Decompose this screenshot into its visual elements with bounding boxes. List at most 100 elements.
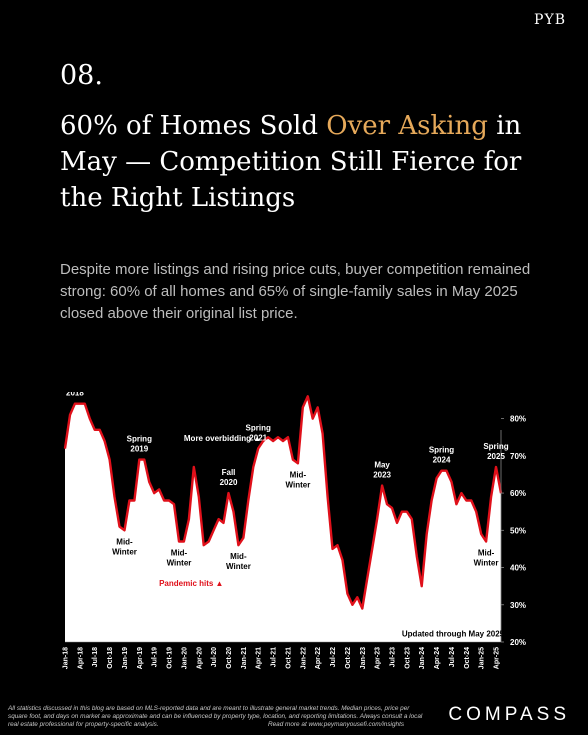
data-point <box>198 496 200 498</box>
data-point <box>460 492 462 494</box>
data-point <box>351 604 353 606</box>
x-tick-label: Oct-23 <box>404 647 411 669</box>
title-highlight-asking: Asking <box>398 111 488 141</box>
data-point <box>213 529 215 531</box>
data-point <box>436 477 438 479</box>
x-tick-label: Jan-19 <box>122 647 129 669</box>
annotation-label: Spring2018 <box>62 392 87 398</box>
read-more-link[interactable]: Read more at www.peymanyousefi.com/insig… <box>268 721 405 728</box>
data-point <box>416 555 418 557</box>
annotation-label: Mid-Winter <box>112 537 137 556</box>
x-tick-label: Apr-20 <box>196 647 203 669</box>
x-tick-label: Oct-18 <box>107 647 114 669</box>
x-tick-label: Jan-24 <box>419 647 426 669</box>
data-point <box>267 436 269 438</box>
y-tick-label: 60% <box>510 489 526 498</box>
intro-paragraph: Despite more listings and rising price c… <box>60 261 531 322</box>
x-tick-label: Apr-23 <box>375 647 382 669</box>
data-point <box>74 403 76 405</box>
data-point <box>128 499 130 502</box>
annotation-label: Fall 2020 <box>220 468 238 487</box>
data-point <box>118 526 121 528</box>
annotation-label: Spring 2021 <box>246 423 271 442</box>
x-tick-label: Oct-22 <box>345 647 352 669</box>
data-point <box>208 540 210 543</box>
data-point <box>302 406 304 408</box>
page-title: 60% of Homes Sold Over Asking in May — C… <box>60 108 560 216</box>
data-point <box>376 518 378 520</box>
data-point <box>401 511 403 513</box>
data-point <box>252 466 254 468</box>
data-point <box>173 503 175 505</box>
x-tick-label: Jul-20 <box>211 647 218 667</box>
data-point <box>89 418 91 420</box>
title-part3: in May — Competition Still Fierce for th… <box>60 111 522 213</box>
data-point <box>218 518 220 520</box>
annotation-label: Mid-Winter <box>474 549 499 568</box>
data-point <box>327 496 329 498</box>
data-point <box>361 607 363 610</box>
data-point <box>366 578 368 580</box>
data-point <box>336 544 339 546</box>
data-point <box>440 470 443 472</box>
data-point <box>470 499 472 502</box>
data-point <box>495 466 497 468</box>
y-tick-label: 20% <box>510 638 526 647</box>
x-tick-label: Apr-22 <box>315 647 322 669</box>
data-point <box>168 499 170 502</box>
x-tick-label: Apr-19 <box>137 647 144 669</box>
data-point <box>356 596 358 598</box>
data-point <box>163 499 165 502</box>
series-area <box>65 396 501 642</box>
data-point <box>237 544 239 546</box>
x-tick-label: Apr-25 <box>494 647 501 669</box>
data-point <box>148 481 150 483</box>
x-tick-label: Jul-23 <box>390 647 397 667</box>
y-tick-label: 80% <box>510 415 526 424</box>
annotation-label: Spring 2019 <box>127 435 152 454</box>
annotation-label: Pandemic hits ▲ <box>159 579 223 588</box>
data-point <box>247 499 249 502</box>
section-number: 08. <box>60 60 103 91</box>
data-point <box>277 436 279 438</box>
y-tick-label: 30% <box>510 601 526 610</box>
y-tick-label: 70% <box>510 452 526 461</box>
data-point <box>475 511 477 513</box>
data-point <box>104 440 106 442</box>
data-point <box>188 518 190 520</box>
x-tick-label: Apr-18 <box>77 647 84 669</box>
data-point <box>193 466 195 468</box>
data-point <box>262 440 264 442</box>
data-point <box>113 496 116 498</box>
data-point <box>153 492 155 494</box>
x-tick-label: Jul-18 <box>92 647 99 667</box>
data-point <box>322 432 324 435</box>
data-point <box>331 548 334 550</box>
data-point <box>297 462 299 464</box>
x-tick-label: Jul-19 <box>152 647 159 667</box>
data-point <box>143 459 145 461</box>
annotation-label: Spring 2024 <box>429 446 454 465</box>
disclaimer-text: All statistics discussed in this blog ar… <box>8 705 423 728</box>
data-point <box>450 481 453 483</box>
data-point <box>158 488 160 490</box>
data-point <box>292 459 294 461</box>
x-tick-label: Apr-21 <box>256 647 263 669</box>
compass-logo: COMPASS <box>448 704 570 725</box>
data-point <box>411 518 413 520</box>
data-point <box>99 429 101 431</box>
annotation-label: More overbidding ▲ <box>184 434 261 443</box>
data-point <box>341 559 344 561</box>
data-point <box>426 533 428 535</box>
brand-logo: PYB <box>534 12 566 28</box>
data-point <box>64 447 66 449</box>
data-point <box>84 403 86 405</box>
data-point <box>445 470 448 472</box>
x-tick-label: Oct-19 <box>167 647 174 669</box>
data-point <box>232 511 235 513</box>
data-point <box>138 459 140 461</box>
title-part1: 60% of Homes Sold <box>60 111 327 141</box>
data-point <box>455 503 457 505</box>
data-point <box>133 499 135 502</box>
annotation-label: Mid-Winter <box>226 552 251 571</box>
